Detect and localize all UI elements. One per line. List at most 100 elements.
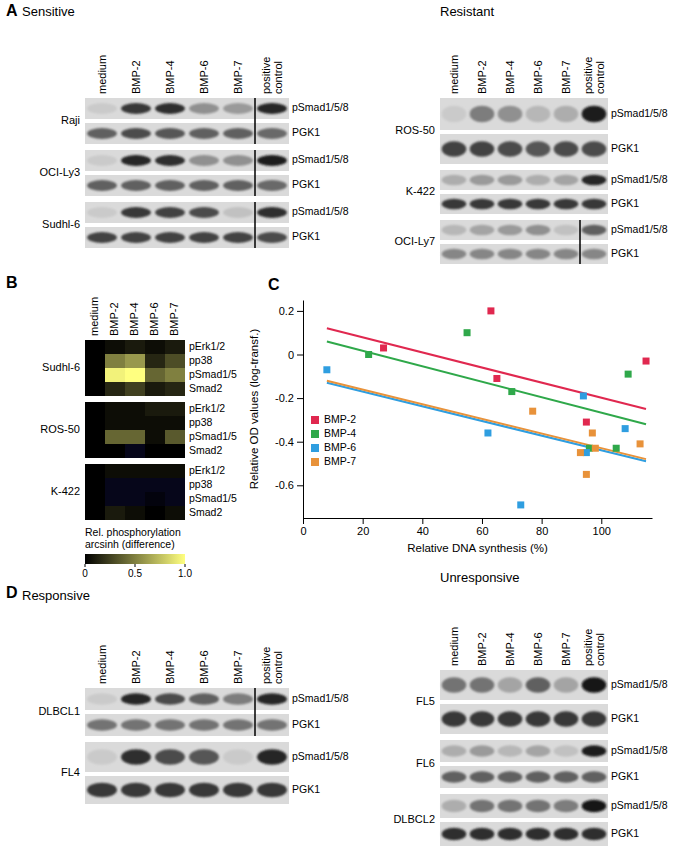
band (121, 693, 151, 704)
band (470, 745, 495, 756)
row-label: PGK1 (292, 230, 320, 242)
point (529, 408, 536, 415)
heat-cell (165, 368, 185, 382)
lane-label: BMP-7 (560, 632, 572, 666)
band (155, 180, 185, 191)
heat-cell (165, 354, 185, 368)
heat-cell (105, 368, 125, 382)
row-label: PGK1 (611, 770, 639, 782)
heat-cell (105, 478, 125, 492)
band (121, 155, 151, 166)
band (189, 693, 219, 704)
blot-strip (440, 194, 608, 214)
point (577, 449, 584, 456)
band (257, 180, 287, 191)
column-label: BMP-7 (168, 302, 180, 336)
colorbar (85, 554, 185, 564)
lane-label: positivecontrol (582, 629, 606, 666)
band (470, 225, 495, 235)
trend-line (327, 383, 646, 461)
group-title: Responsive (22, 588, 90, 603)
band (442, 225, 467, 235)
panel-label: B (6, 274, 18, 291)
legend: BMP-2BMP-4BMP-6BMP-7 (311, 413, 356, 467)
heat-row-label: pErk1/2 (189, 464, 225, 476)
row-label: PGK1 (611, 142, 639, 154)
band (189, 103, 219, 114)
heat-cell (105, 506, 125, 520)
heat-row-label: pSmad1/5 (189, 368, 237, 380)
row-label: pSmad1/5/8 (292, 205, 349, 217)
band (223, 719, 253, 730)
row-label: pSmad1/5/8 (611, 107, 668, 119)
band (442, 800, 467, 812)
splice-divider (254, 98, 256, 144)
band (442, 745, 467, 756)
band (121, 103, 151, 114)
lane-label-line: medium (96, 55, 108, 94)
heat-cell (125, 506, 145, 520)
lane-label-line: BMP-6 (198, 60, 210, 94)
colorbar-tick (185, 564, 186, 567)
band (582, 225, 607, 235)
row-label: PGK1 (292, 178, 320, 190)
point (625, 371, 632, 378)
row-label: PGK1 (611, 712, 639, 724)
band (526, 199, 551, 209)
heat-cell (85, 368, 105, 382)
band (87, 749, 117, 765)
band (189, 783, 219, 798)
point (323, 366, 330, 373)
cell-label: K-422 (406, 185, 435, 197)
band (470, 828, 495, 840)
band (442, 677, 467, 693)
point (583, 471, 590, 478)
band (87, 155, 117, 166)
cell-label: Raji (61, 114, 80, 126)
tick-label: 0 (300, 525, 306, 537)
heat-row-label: pSmad1/5 (189, 492, 237, 504)
tick-label: -0.2 (275, 392, 294, 404)
heat-cell (105, 492, 125, 506)
band (257, 719, 287, 730)
heat-cell (125, 416, 145, 430)
row-label: PGK1 (292, 783, 320, 795)
band (554, 225, 579, 235)
band (87, 783, 117, 798)
band (155, 719, 185, 730)
panel-label: C (268, 276, 280, 293)
lane-label-line: BMP-4 (164, 650, 176, 684)
lane-label-line: BMP-2 (476, 60, 488, 94)
heat-cell (125, 430, 145, 444)
band (121, 207, 151, 218)
band (498, 141, 523, 157)
tick: 0.2 (279, 305, 303, 317)
band (87, 103, 117, 114)
tick-mark (297, 311, 303, 312)
point (484, 429, 491, 436)
row-label: PGK1 (292, 718, 320, 730)
lane-label-line: BMP-4 (504, 632, 516, 666)
heat-cell (165, 506, 185, 520)
legend-swatch (311, 458, 319, 466)
heat-cell (125, 444, 145, 458)
tick: 100 (593, 518, 611, 537)
tick-label: 40 (417, 525, 429, 537)
heat-cell (145, 492, 165, 506)
figure: ABCDSensitivemediumBMP-2BMP-4BMP-6BMP-7p… (0, 0, 675, 860)
band (223, 128, 253, 139)
y-axis-title: Relative OD values (log-transf.) (248, 329, 260, 490)
group-title: Resistant (440, 4, 495, 19)
lane-label: BMP-4 (164, 650, 176, 684)
tick: 20 (357, 518, 369, 537)
cell-label: DLBCL2 (393, 813, 435, 825)
point (583, 449, 590, 456)
tick-label: 60 (476, 525, 488, 537)
row-label: PGK1 (611, 247, 639, 259)
heat-cell-label: ROS-50 (40, 423, 80, 435)
band (582, 711, 607, 727)
band (582, 677, 607, 693)
lane-label: BMP-4 (164, 60, 176, 94)
heat-cell (165, 464, 185, 478)
band (554, 677, 579, 693)
